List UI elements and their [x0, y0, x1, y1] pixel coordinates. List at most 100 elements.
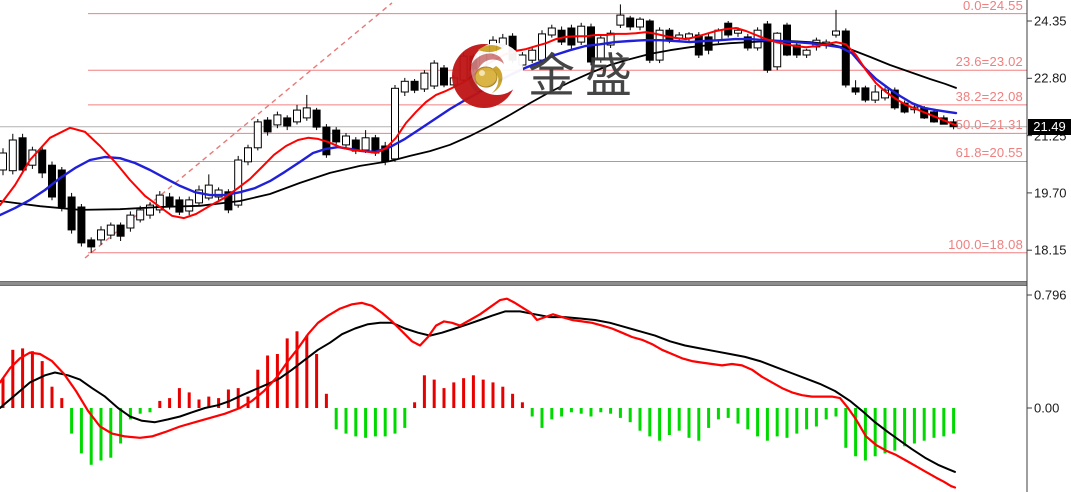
- fib-label-236: 23.6=23.02: [955, 54, 1023, 69]
- macd-bar-pos: [442, 388, 446, 408]
- macd-bar-pos: [40, 361, 44, 408]
- candle-up: [498, 37, 507, 46]
- macd-bar-neg: [628, 408, 632, 423]
- macd-bar-neg: [560, 408, 564, 417]
- macd-bar-neg: [736, 408, 740, 424]
- candle-up: [126, 214, 135, 229]
- macd-bar-neg: [540, 408, 544, 428]
- candle-up: [489, 39, 497, 54]
- candle-up: [449, 77, 458, 86]
- candle-up: [538, 33, 546, 61]
- macd-bar-neg: [70, 408, 74, 434]
- macd-bar-pos: [30, 351, 34, 408]
- candle-up: [0, 152, 7, 171]
- candle-up: [734, 29, 742, 34]
- candle-up: [106, 224, 115, 236]
- macd-bar-pos: [168, 398, 172, 408]
- candle-up: [773, 32, 782, 68]
- candle-up: [214, 189, 223, 198]
- candle-up: [518, 54, 527, 66]
- macd-bar-neg: [707, 408, 711, 428]
- candle-up: [400, 80, 409, 93]
- macd-bar-neg: [609, 408, 613, 414]
- indicator-axis-tick-label: 0.00: [1034, 400, 1060, 416]
- macd-bar-pos: [501, 386, 505, 408]
- candle-up: [655, 29, 664, 61]
- macd-bar-neg: [775, 408, 779, 437]
- macd-bar-pos: [266, 355, 270, 408]
- candle-down: [861, 87, 870, 101]
- macd-bar-neg: [344, 408, 348, 434]
- macd-bar-pos: [305, 335, 309, 408]
- macd-bar-neg: [589, 408, 593, 417]
- macd-bar-neg: [765, 408, 769, 441]
- macd-bar-pos: [21, 348, 25, 408]
- candle-down: [557, 29, 566, 43]
- macd-bar-pos: [481, 379, 485, 408]
- candle-down: [694, 34, 703, 56]
- candle-down: [87, 239, 96, 248]
- macd-bar-neg: [364, 408, 368, 438]
- candle-up: [293, 109, 301, 123]
- macd-bar-neg: [89, 408, 93, 465]
- candle-up: [616, 14, 625, 26]
- ma-slow-line: [0, 40, 957, 211]
- macd-bar-neg: [716, 408, 720, 420]
- macd-bar-neg: [785, 408, 789, 438]
- candle-up: [802, 49, 811, 56]
- macd-bar-neg: [893, 408, 897, 451]
- macd-bar-neg: [530, 408, 534, 417]
- macd-bar-neg: [658, 408, 662, 441]
- macd-bar-pos: [315, 354, 319, 408]
- macd-bar-neg: [138, 408, 142, 414]
- macd-bar-pos: [158, 400, 162, 408]
- macd-bar-neg: [942, 408, 946, 437]
- macd-bar-pos: [217, 398, 221, 408]
- fib-label-382: 38.2=22.08: [955, 89, 1023, 104]
- macd-bar-neg: [952, 408, 956, 434]
- price-panel: [0, 2, 1027, 259]
- macd-bar-neg: [824, 408, 828, 420]
- candle-up: [547, 27, 556, 36]
- trendline: [84, 2, 393, 259]
- last-price-tag: 21.49: [1028, 119, 1071, 135]
- macd-bar-neg: [99, 408, 103, 461]
- candle-up: [391, 87, 399, 160]
- candle-down: [410, 80, 419, 91]
- indicator-axis-tick-label: 0.796: [1034, 287, 1067, 303]
- candle-up: [273, 114, 282, 126]
- macd-bar-pos: [491, 382, 495, 408]
- macd-bar-pos: [471, 375, 475, 408]
- candle-up: [146, 204, 154, 216]
- macd-bar-pos: [177, 388, 181, 408]
- macd-bar-pos: [226, 389, 230, 408]
- candle-down: [665, 29, 674, 41]
- price-axis-tick-label: 24.35: [1034, 13, 1067, 29]
- candle-down: [792, 44, 801, 56]
- candle-up: [136, 209, 145, 221]
- candle-down: [18, 137, 27, 171]
- candle-up: [302, 107, 311, 119]
- fib-label-618: 61.8=20.55: [955, 145, 1023, 160]
- candle-up: [204, 184, 213, 199]
- fib-label-100: 100.0=18.08: [948, 237, 1023, 252]
- macd-bar-neg: [873, 408, 877, 457]
- candle-down: [626, 17, 635, 28]
- macd-bar-neg: [677, 408, 681, 431]
- macd-bar-pos: [295, 331, 299, 408]
- candle-down: [312, 109, 321, 128]
- macd-bar-neg: [903, 408, 907, 447]
- macd-bar-neg: [638, 408, 642, 431]
- macd-bar-neg: [79, 408, 83, 454]
- dif-line: [0, 297, 957, 489]
- macd-bar-neg: [648, 408, 652, 437]
- macd-bar-neg: [128, 408, 132, 420]
- candle-down: [783, 24, 791, 56]
- candle-up: [361, 137, 370, 151]
- candle-up: [871, 91, 880, 101]
- candle-up: [459, 55, 468, 81]
- candle-up: [8, 139, 17, 172]
- macd-bar-neg: [393, 408, 397, 434]
